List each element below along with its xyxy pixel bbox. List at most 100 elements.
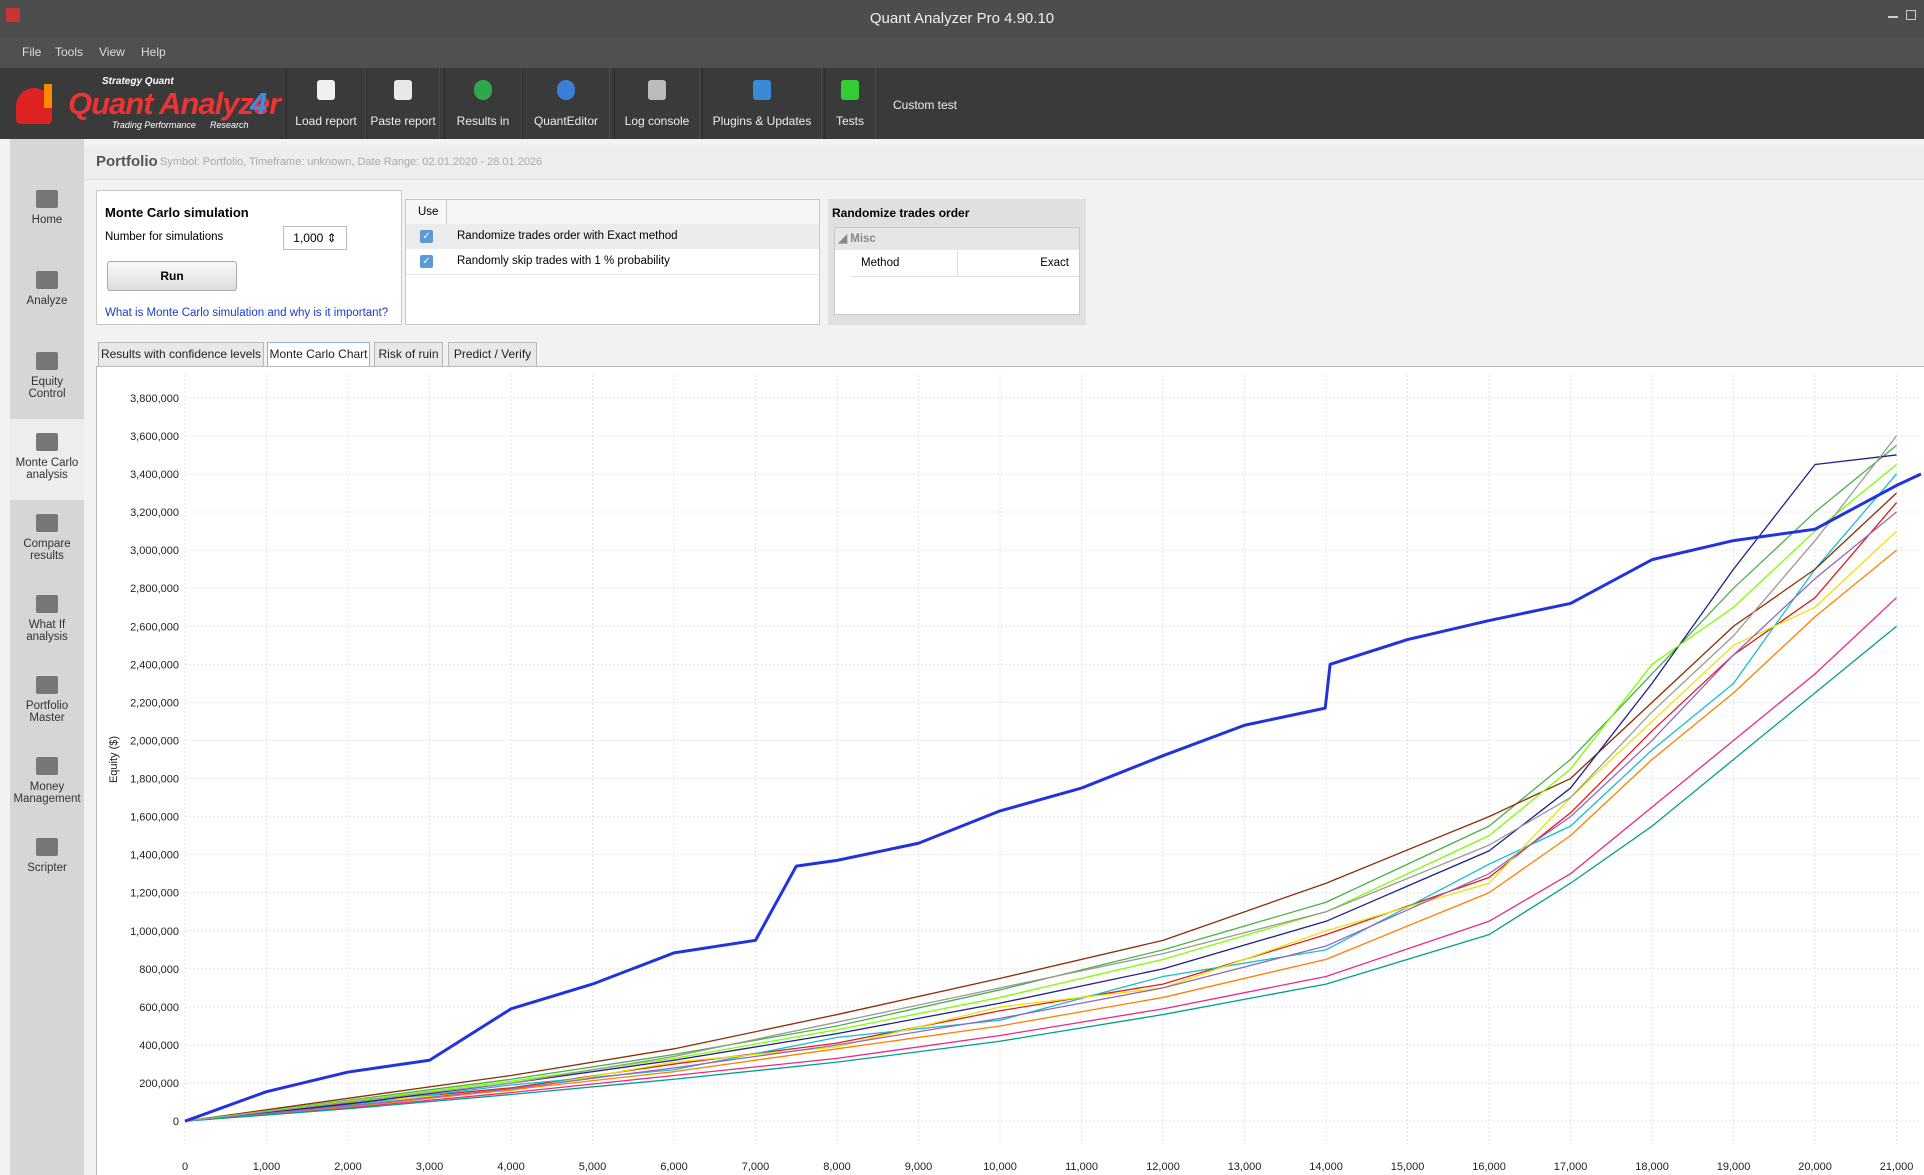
- x-tick-label: 3,000: [416, 1161, 444, 1173]
- sidebar-label: Analyze: [26, 295, 68, 307]
- x-tick-label: 4,000: [497, 1161, 525, 1173]
- maximize-button[interactable]: [1906, 10, 1916, 20]
- y-tick-label: 1,200,000: [130, 888, 179, 900]
- sidebar-icon: [36, 838, 58, 856]
- property-group: ◢ Misc: [835, 228, 1079, 250]
- x-tick-label: 20,000: [1798, 1161, 1832, 1173]
- logo-tagline: Trading Performance: [112, 120, 196, 130]
- x-tick-label: 11,000: [1065, 1161, 1098, 1173]
- toolbar-button[interactable]: QuantEditor: [522, 68, 610, 139]
- x-tick-label: 2,000: [334, 1161, 362, 1173]
- toolbar-button[interactable]: Paste report: [366, 68, 440, 139]
- logo-version: 4: [250, 86, 268, 121]
- toolbar-button[interactable]: Results in: [444, 68, 522, 139]
- x-tick-label: 0: [182, 1161, 188, 1173]
- sidebar-item[interactable]: Money Management: [10, 743, 84, 824]
- options-table: Use ✓ Randomize trades order with Exact m…: [405, 199, 820, 325]
- run-button[interactable]: Run: [107, 261, 237, 291]
- property-value[interactable]: Exact: [1040, 257, 1069, 269]
- app-icon: [6, 8, 20, 22]
- table-header: Use: [406, 200, 819, 225]
- sidebar-item[interactable]: Scripter: [10, 824, 84, 905]
- x-tick-label: 7,000: [742, 1161, 770, 1173]
- y-tick-label: 2,200,000: [130, 697, 179, 709]
- checkbox[interactable]: ✓: [420, 230, 433, 243]
- sidebar-item[interactable]: Home: [10, 176, 84, 257]
- logo-tagline: Research: [210, 120, 249, 130]
- toolbar-icon: [841, 80, 859, 100]
- sidebar-item[interactable]: Equity Control: [10, 338, 84, 419]
- toolbar-label: Paste report: [370, 114, 436, 128]
- x-tick-label: 19,000: [1717, 1161, 1751, 1173]
- sidebar-label: Equity Control: [28, 376, 66, 400]
- logo: Strategy Quant Quant Analyzer 4 Trading …: [12, 74, 282, 134]
- toolbar-label: Plugins & Updates: [712, 114, 812, 128]
- x-tick-label: 6,000: [660, 1161, 688, 1173]
- y-tick-label: 0: [173, 1116, 179, 1128]
- y-tick-label: 1,400,000: [130, 850, 179, 862]
- series-line: [184, 444, 1897, 1122]
- y-tick-label: 3,000,000: [130, 545, 179, 557]
- sidebar-item[interactable]: What If analysis: [10, 581, 84, 662]
- series-line: [184, 463, 1897, 1122]
- title-bar: Quant Analyzer Pro 4.90.10: [0, 0, 1924, 37]
- tab[interactable]: Monte Carlo Chart: [267, 342, 370, 366]
- y-tick-label: 2,800,000: [130, 583, 179, 595]
- y-tick-label: 3,200,000: [130, 507, 179, 519]
- sidebar-label: Scripter: [27, 862, 67, 874]
- toolbar-icon: [648, 80, 666, 100]
- sidebar-item[interactable]: Monte Carlo analysis: [10, 419, 84, 500]
- series-line: [184, 454, 1897, 1122]
- series-line: [184, 435, 1898, 1122]
- tab[interactable]: Results with confidence levels: [98, 342, 264, 366]
- menu-item[interactable]: View: [99, 45, 125, 59]
- toolbar-button[interactable]: Custom test: [880, 68, 970, 139]
- minimize-button[interactable]: [1888, 16, 1898, 18]
- menu-item[interactable]: File: [22, 45, 42, 59]
- sidebar-item[interactable]: Portfolio Master: [10, 662, 84, 743]
- y-tick-label: 3,400,000: [130, 469, 179, 481]
- y-tick-label: 400,000: [139, 1040, 179, 1052]
- toolbar-icon: [394, 80, 412, 100]
- sidebar-label: Portfolio Master: [25, 700, 69, 724]
- sidebar-item[interactable]: Compare results: [10, 500, 84, 581]
- sidebar-icon: [36, 190, 58, 208]
- row-label: Randomly skip trades with 1 % probabilit…: [457, 255, 670, 267]
- toolbar-label: QuantEditor: [533, 114, 599, 128]
- simulations-value: 1,000: [293, 231, 324, 245]
- column-divider: [957, 250, 958, 276]
- y-tick-label: 1,000,000: [130, 926, 179, 938]
- series-line: [184, 625, 1897, 1122]
- menu-item[interactable]: Tools: [55, 45, 84, 59]
- toolbar-icon: [557, 80, 575, 100]
- series-line: [184, 492, 1897, 1122]
- toolbar-button[interactable]: Log console: [614, 68, 700, 139]
- sidebar-icon: [36, 595, 58, 613]
- sidebar-icon: [36, 271, 58, 289]
- property-row: Method Exact: [851, 250, 1079, 277]
- y-tick-label: 200,000: [139, 1078, 179, 1090]
- x-tick-label: 5,000: [579, 1161, 607, 1173]
- toolbar-button[interactable]: Load report: [286, 68, 366, 139]
- toolbar-label: Results in: [456, 114, 510, 128]
- y-tick-label: 600,000: [139, 1002, 179, 1014]
- header-title: Portfolio: [96, 153, 158, 170]
- sidebar-label: Compare results: [23, 538, 71, 562]
- randomize-title: Randomize trades order: [832, 206, 970, 220]
- simulations-input[interactable]: 1,000 ⇕: [283, 226, 347, 250]
- toolbar-button[interactable]: Tests: [824, 68, 876, 139]
- table-header-cell: Use: [418, 206, 439, 218]
- tab[interactable]: Predict / Verify: [448, 342, 537, 366]
- logo-icon: [44, 84, 52, 108]
- help-link[interactable]: What is Monte Carlo simulation and why i…: [105, 307, 389, 319]
- sidebar-icon: [36, 514, 58, 532]
- sidebar-label: Monte Carlo analysis: [15, 457, 79, 481]
- tab[interactable]: Risk of ruin: [374, 342, 443, 366]
- randomize-panel: Randomize trades order ◢ Misc Method Exa…: [828, 199, 1086, 325]
- series-line: [184, 473, 1898, 1122]
- toolbar-button[interactable]: Plugins & Updates: [702, 68, 822, 139]
- y-tick-label: 3,800,000: [130, 393, 179, 405]
- checkbox[interactable]: ✓: [420, 255, 433, 268]
- sidebar-item[interactable]: Analyze: [10, 257, 84, 338]
- menu-item[interactable]: Help: [141, 45, 166, 59]
